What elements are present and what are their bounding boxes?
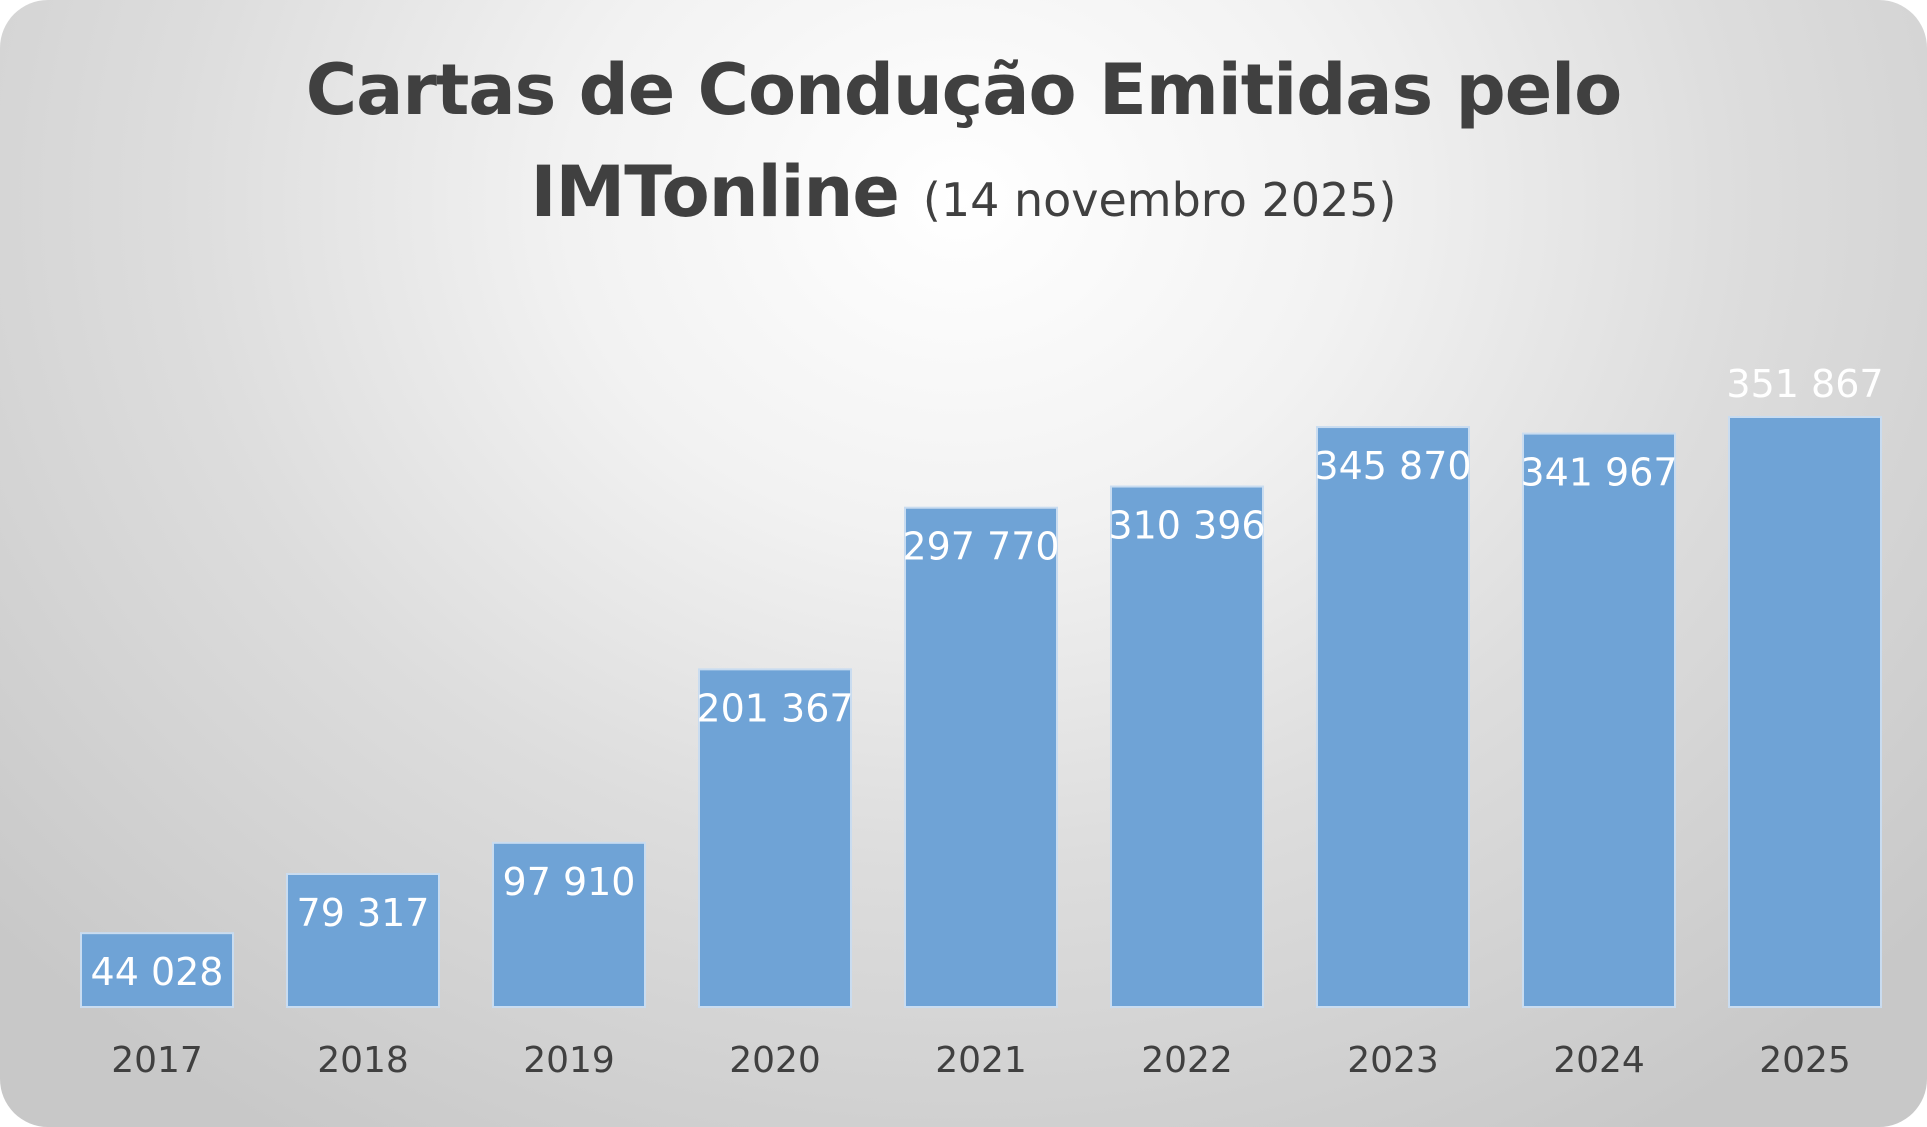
data-label-2019: 97 910 — [503, 860, 636, 904]
bar-2022 — [1110, 485, 1264, 1008]
x-tick-label-2023: 2023 — [1347, 1040, 1439, 1081]
bar-2021 — [904, 506, 1058, 1008]
x-tick-label-2018: 2018 — [317, 1040, 409, 1081]
bar-labels-group: 44 028 79 317 97 910 201 367 297 770 310 396 3… — [91, 362, 1884, 994]
x-tick-label-2021: 2021 — [935, 1040, 1027, 1081]
data-label-2024: 341 967 — [1520, 451, 1677, 495]
bar-2017 — [80, 932, 234, 1008]
bar-2025 — [1728, 416, 1882, 1008]
x-tick-label-2022: 2022 — [1141, 1040, 1233, 1081]
x-axis-ticks-group: 2017 2018 2019 2020 2021 2022 2023 2024 2025 — [111, 1040, 1851, 1081]
chart-title: Cartas de Condução Emitidas pelo — [305, 49, 1623, 131]
x-tick-label-2019: 2019 — [523, 1040, 615, 1081]
x-tick-label-2024: 2024 — [1553, 1040, 1645, 1081]
bar-2023 — [1316, 426, 1470, 1008]
data-label-2025: 351 867 — [1726, 362, 1883, 406]
data-label-2022: 310 396 — [1108, 504, 1265, 548]
data-label-2018: 79 317 — [297, 891, 430, 935]
data-label-2017: 44 028 — [91, 950, 224, 994]
data-label-2020: 201 367 — [696, 686, 853, 730]
chart-subtitle: (14 novembro 2025) — [922, 173, 1397, 227]
bar-2018 — [286, 873, 440, 1009]
chart-title-second-line: IMTonline — [530, 151, 899, 233]
bar-2020 — [698, 668, 852, 1008]
chart-title-line2: IMTonline (14 novembro 2025) — [0, 150, 1927, 242]
bar-2019 — [492, 841, 646, 1008]
x-tick-label-2017: 2017 — [111, 1040, 203, 1081]
x-tick-label-2020: 2020 — [729, 1040, 821, 1081]
data-label-2021: 297 770 — [902, 525, 1059, 569]
bar-2024 — [1522, 432, 1676, 1008]
data-label-2023: 345 870 — [1314, 444, 1471, 488]
bars-group — [80, 416, 1882, 1009]
x-tick-label-2025: 2025 — [1759, 1040, 1851, 1081]
